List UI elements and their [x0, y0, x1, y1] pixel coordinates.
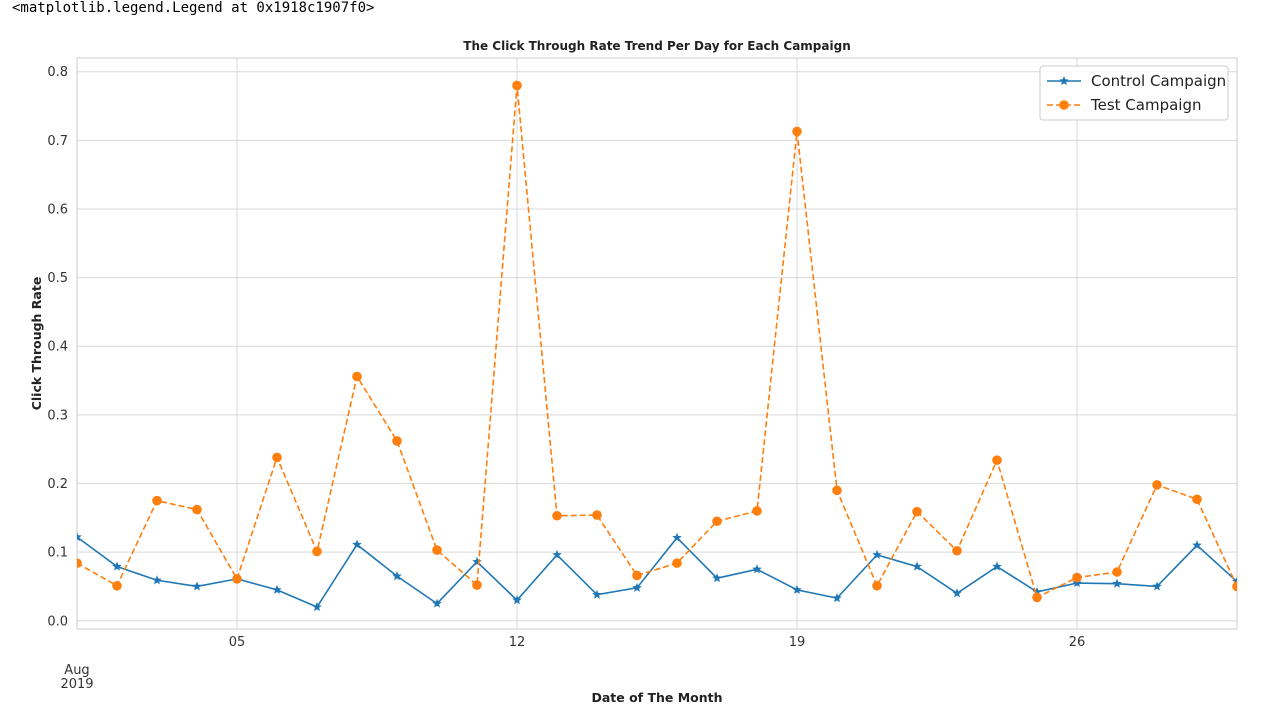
x-tick-label: 19	[789, 635, 806, 650]
data-point	[872, 549, 882, 559]
legend: Control Campaign Test Campaign	[1039, 65, 1229, 121]
series-control-campaign	[77, 532, 1237, 612]
data-point	[992, 455, 1002, 465]
data-point	[1192, 494, 1202, 505]
y-tick-label: 0.2	[47, 477, 68, 492]
data-point	[512, 595, 522, 605]
x-tick-label: 12	[509, 635, 526, 650]
data-point	[392, 571, 402, 581]
x-tick-label: 05	[229, 635, 246, 650]
series-layer	[77, 80, 1237, 612]
legend-entry-label: Control Campaign	[1091, 72, 1226, 90]
plot-frame	[76, 57, 1238, 630]
data-point	[872, 580, 882, 591]
data-point	[352, 539, 362, 549]
data-point	[112, 580, 122, 591]
data-point	[272, 452, 282, 463]
data-point	[912, 561, 922, 571]
data-point	[192, 504, 202, 515]
data-point	[632, 570, 642, 581]
x-major-label-year: 2019	[60, 677, 93, 692]
data-point	[952, 588, 962, 598]
data-point	[77, 532, 82, 542]
data-point	[1152, 581, 1162, 591]
data-point	[432, 598, 442, 608]
data-point	[1112, 567, 1122, 577]
x-tick-label: 26	[1069, 635, 1086, 650]
y-tick-label: 0.3	[47, 408, 68, 423]
output-repr-text: <matplotlib.legend.Legend at 0x1918c1907…	[12, 0, 375, 16]
x-major-label-month: Aug	[64, 663, 89, 678]
y-axis-label: Click Through Rate	[29, 277, 44, 411]
data-point	[1072, 572, 1082, 583]
x-axis-label: Date of The Month	[591, 690, 722, 705]
data-point	[672, 532, 682, 542]
y-tick-labels: 0.0 0.1 0.2 0.3 0.4 0.5 0.6 0.7 0.8	[47, 65, 68, 629]
data-point	[712, 573, 722, 583]
data-point	[1032, 592, 1042, 603]
data-point	[112, 561, 122, 571]
data-point	[552, 549, 562, 559]
data-point	[672, 558, 682, 568]
data-point	[1032, 586, 1042, 596]
data-point	[752, 506, 762, 516]
data-point	[952, 545, 962, 556]
series-line	[77, 536, 1237, 609]
grid-layer	[77, 58, 1237, 629]
data-point	[1232, 581, 1237, 592]
data-point	[1112, 578, 1122, 588]
data-point	[432, 545, 442, 555]
data-point	[152, 495, 162, 506]
data-point	[592, 510, 602, 520]
series-test-campaign	[77, 80, 1237, 603]
data-point	[552, 510, 562, 521]
data-point	[752, 564, 762, 574]
legend-marker	[1059, 100, 1069, 110]
data-point	[712, 516, 722, 527]
legend-entry-label: Test Campaign	[1090, 96, 1202, 114]
y-tick-label: 0.1	[47, 546, 68, 561]
y-tick-label: 0.5	[47, 271, 68, 286]
y-tick-label: 0.0	[47, 614, 68, 629]
data-point	[632, 582, 642, 592]
y-tick-label: 0.4	[47, 340, 68, 355]
y-tick-label: 0.7	[47, 134, 68, 149]
data-point	[272, 584, 282, 594]
data-point	[512, 80, 522, 91]
data-point	[352, 371, 362, 382]
legend-box	[1039, 65, 1229, 121]
data-point	[992, 561, 1002, 571]
data-point	[312, 602, 322, 612]
chart-title: The Click Through Rate Trend Per Day for…	[463, 39, 850, 53]
series-line	[77, 85, 1237, 599]
data-point	[1072, 578, 1082, 588]
data-point	[1192, 540, 1202, 550]
data-point	[152, 575, 162, 585]
data-point	[392, 436, 402, 446]
data-point	[312, 546, 322, 557]
data-point	[77, 558, 82, 568]
y-tick-label: 0.6	[47, 202, 68, 217]
data-point	[232, 574, 242, 584]
data-point	[792, 126, 802, 137]
data-point	[192, 581, 202, 591]
data-point	[472, 556, 482, 566]
y-tick-label: 0.8	[47, 65, 68, 80]
data-point	[1152, 480, 1162, 490]
data-point	[792, 584, 802, 594]
data-point	[832, 593, 842, 603]
legend-marker	[1059, 76, 1069, 86]
data-point	[912, 506, 922, 517]
data-point	[832, 485, 842, 496]
data-point	[472, 580, 482, 590]
data-point	[592, 589, 602, 599]
